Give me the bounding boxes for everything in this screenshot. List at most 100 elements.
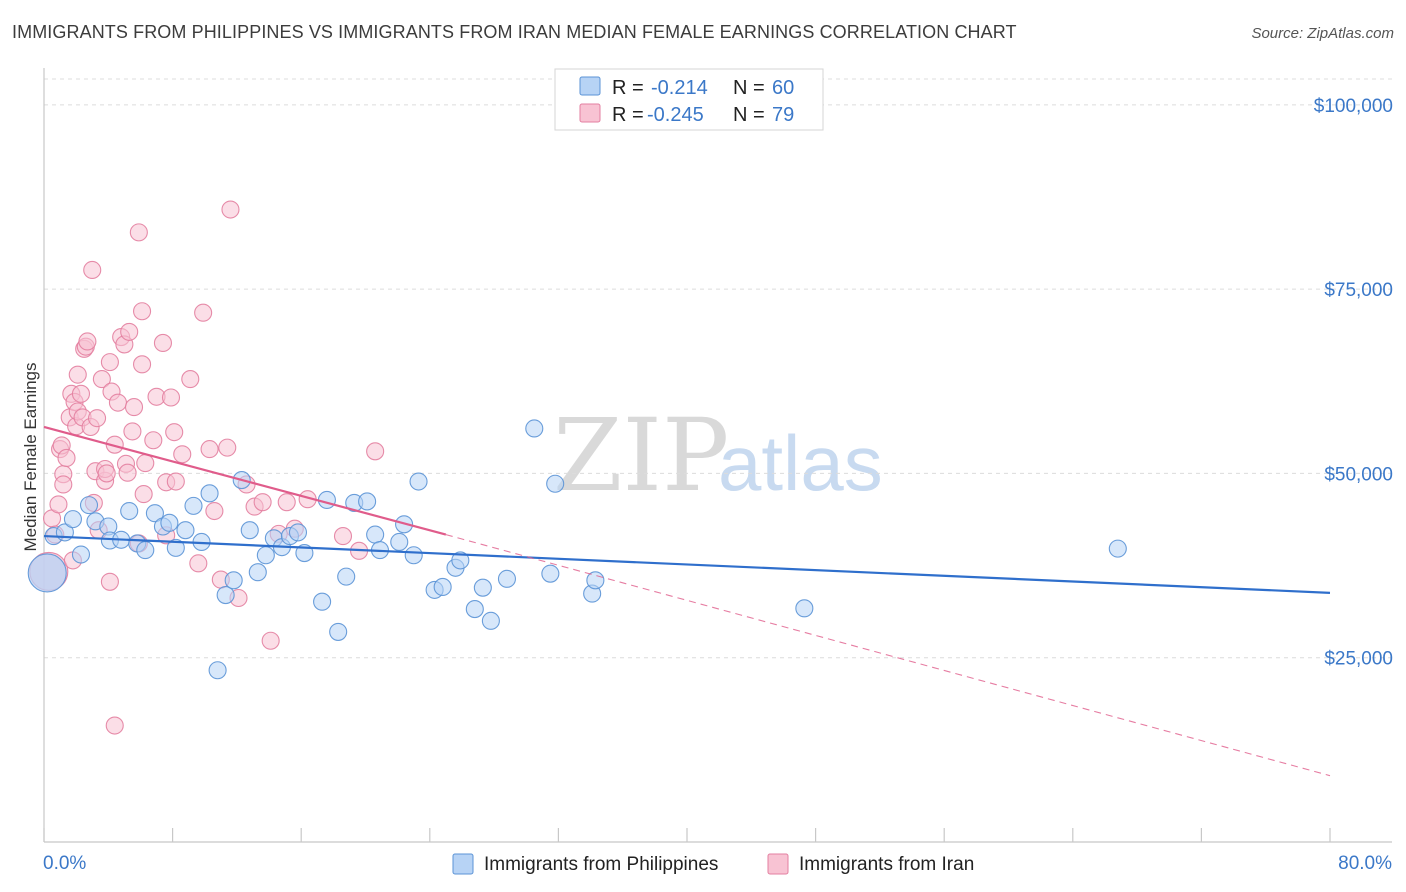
iran-point <box>153 333 173 353</box>
iran-point <box>133 302 152 321</box>
bottom-legend-label-philippines: Immigrants from Philippines <box>484 854 718 875</box>
legend-n-value-2: 79 <box>772 104 794 126</box>
philippines-point <box>136 541 155 560</box>
iran-point <box>83 260 102 280</box>
philippines-point <box>240 521 259 540</box>
y-tick-label: $100,000 <box>1314 96 1393 117</box>
iran-point <box>71 384 91 403</box>
iran-point <box>108 393 127 412</box>
iran-point <box>221 200 240 219</box>
iran-trend-line-extension <box>445 534 1331 777</box>
philippines-point <box>541 564 560 583</box>
y-axis-label: Median Female Earnings <box>21 363 40 552</box>
axes <box>43 68 1392 843</box>
iran-point <box>200 440 219 459</box>
iran-point <box>173 445 192 464</box>
philippines-point <box>145 504 164 523</box>
philippines-point <box>200 484 219 503</box>
iran-point <box>54 475 73 494</box>
philippines-point <box>586 571 605 590</box>
philippines-point <box>176 521 195 540</box>
legend-r-label-2: R = <box>612 104 644 126</box>
iran-point <box>100 353 119 372</box>
trend-lines <box>43 425 1331 777</box>
philippines-point <box>451 551 470 570</box>
iran-point <box>144 431 163 450</box>
legend-r-label-1: R = <box>612 77 644 99</box>
iran-point <box>161 388 181 407</box>
iran-point <box>129 223 148 242</box>
philippines-point <box>358 492 377 511</box>
x-tick-label-max: 80.0% <box>1338 853 1392 874</box>
iran-point <box>181 370 200 389</box>
philippines-point <box>79 496 99 515</box>
iran-point <box>218 438 237 457</box>
y-tick-label: $25,000 <box>1324 649 1393 670</box>
chart-title: IMMIGRANTS FROM PHILIPPINES VS IMMIGRANT… <box>12 22 1017 42</box>
philippines-point <box>184 496 203 515</box>
philippines-point <box>329 622 348 641</box>
iran-point <box>253 493 272 512</box>
iran-point <box>136 454 155 473</box>
y-tick-labels: $25,000 $50,000 $75,000 $100,000 <box>1314 96 1393 670</box>
iran-point <box>78 332 97 351</box>
philippines-point <box>795 599 814 618</box>
series-legend: Immigrants from Philippines Immigrants f… <box>452 853 974 875</box>
iran-trend-line <box>43 425 447 536</box>
iran-point <box>277 493 296 512</box>
iran-point <box>333 527 353 546</box>
iran-point <box>97 464 116 483</box>
philippines-point <box>317 490 336 510</box>
legend-n-label-2: N = <box>733 104 765 126</box>
philippines-point <box>433 577 452 596</box>
gridlines <box>44 78 1392 659</box>
legend-n-label-1: N = <box>733 77 765 99</box>
iran-points <box>29 200 385 735</box>
legend-r-value-2: -0.245 <box>647 104 704 126</box>
philippines-point <box>1108 539 1127 558</box>
y-tick-label: $75,000 <box>1324 280 1393 301</box>
philippines-point <box>256 546 275 565</box>
philippines-point <box>313 592 332 611</box>
legend-r-value-1: -0.214 <box>651 77 708 99</box>
philippines-trend-line <box>43 534 1331 594</box>
iran-point <box>87 409 107 428</box>
iran-point <box>123 422 142 441</box>
philippines-point <box>409 472 428 491</box>
philippines-point <box>27 553 67 593</box>
iran-point <box>105 716 124 735</box>
philippines-point <box>337 567 356 586</box>
iran-point <box>92 370 111 389</box>
philippines-point <box>160 513 179 532</box>
philippines-point <box>465 600 484 619</box>
legend-swatch-iran <box>579 103 601 123</box>
philippines-point <box>208 661 227 680</box>
philippines-point <box>63 510 82 529</box>
iran-point <box>100 572 119 591</box>
philippines-point <box>404 546 423 565</box>
iran-point <box>166 472 185 491</box>
philippines-point <box>366 525 385 544</box>
philippines-point <box>481 611 500 630</box>
iran-point <box>68 365 87 384</box>
philippines-point <box>216 586 235 605</box>
bottom-legend-swatch-philippines <box>452 853 474 875</box>
philippines-point <box>166 538 185 557</box>
iran-point <box>165 423 184 442</box>
iran-point <box>194 303 213 322</box>
stats-legend: R = -0.214 N = 60 R = -0.245 N = 79 <box>554 68 824 131</box>
philippines-point <box>390 532 409 552</box>
iran-point <box>205 501 224 521</box>
y-tick-label: $50,000 <box>1324 464 1393 485</box>
iran-point <box>134 485 153 504</box>
iran-point <box>366 442 385 461</box>
iran-point <box>49 495 68 514</box>
philippines-point <box>525 419 544 438</box>
philippines-point <box>288 523 308 542</box>
watermark-atlas: atlas <box>718 419 883 507</box>
legend-swatch-philippines <box>579 76 601 96</box>
chart-source: Source: ZipAtlas.com <box>1251 25 1394 42</box>
bottom-legend-swatch-iran <box>767 853 789 875</box>
